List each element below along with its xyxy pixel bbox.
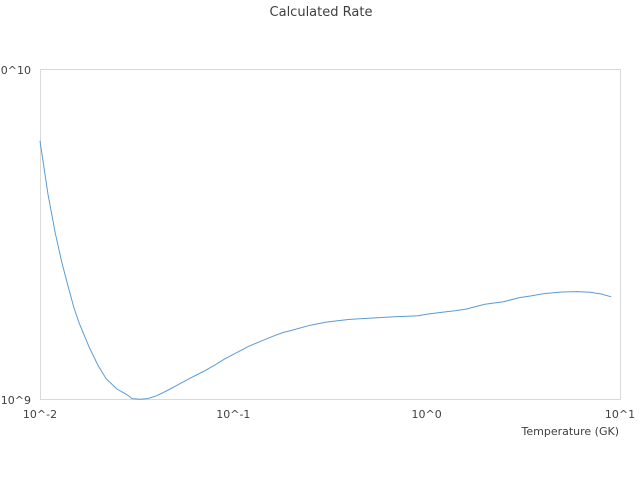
rate-series-line xyxy=(39,140,612,400)
x-tick-label: 10^-2 xyxy=(23,408,57,421)
plot-area xyxy=(40,69,621,400)
y-tick-label: 10^10 xyxy=(0,64,31,77)
chart-title: Calculated Rate xyxy=(270,5,373,20)
x-axis-label: Temperature (GK) xyxy=(521,425,620,438)
x-tick-label: 10^0 xyxy=(412,408,442,421)
x-axis-tick-labels: 10^-2 10^-1 10^0 10^1 xyxy=(23,408,635,421)
y-tick-label: 10^9 xyxy=(1,394,31,407)
series-layer xyxy=(39,140,612,400)
y-axis-tick-labels: 10^9 10^10 xyxy=(0,64,31,407)
x-tick-label: 10^1 xyxy=(605,408,635,421)
x-tick-label: 10^-1 xyxy=(216,408,250,421)
